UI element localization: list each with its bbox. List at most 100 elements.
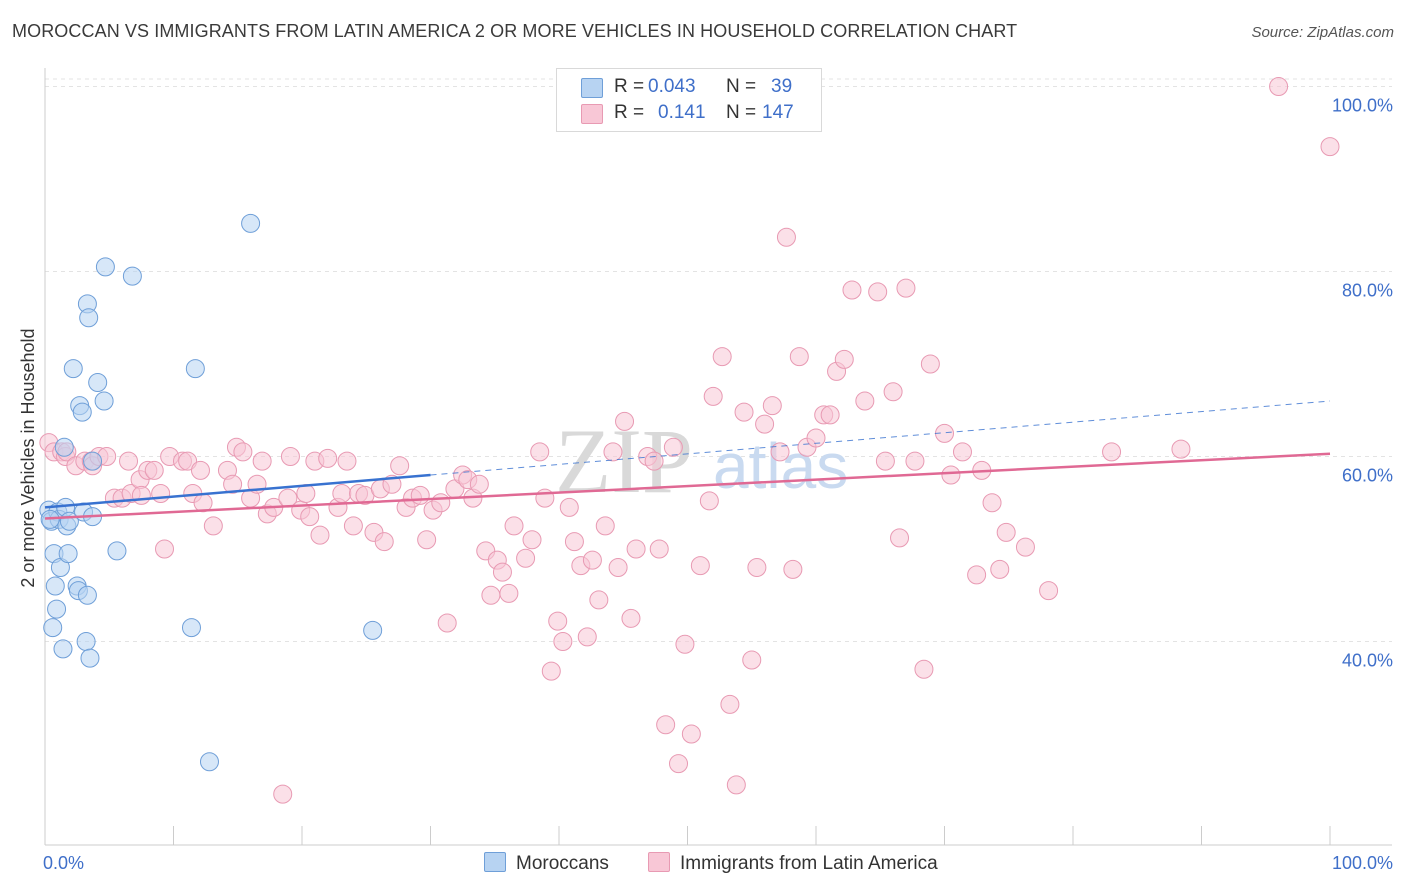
latin-point — [855, 391, 875, 411]
latin-point — [431, 493, 451, 513]
latin-point — [675, 634, 695, 654]
latin-point — [492, 562, 512, 582]
source-label: Source: ZipAtlas.com — [1251, 24, 1394, 41]
bottom-legend-latin-label: Immigrants from Latin America — [680, 853, 938, 874]
latin-point — [712, 347, 732, 367]
latin-point — [967, 565, 987, 585]
latin-point — [337, 451, 357, 471]
latin-point — [1320, 137, 1340, 157]
latin-point — [203, 516, 223, 536]
latin-point — [504, 516, 524, 536]
latin-point — [589, 590, 609, 610]
moroccan-point — [63, 359, 83, 379]
latin-point — [437, 613, 457, 633]
y-tick-label: 80.0% — [1342, 281, 1393, 301]
latin-point — [1171, 439, 1191, 459]
legend-r-label: R = — [614, 76, 645, 97]
moroccan-point — [43, 618, 63, 638]
latin-point — [273, 784, 293, 804]
latin-point — [656, 715, 676, 735]
latin-point — [131, 485, 151, 505]
latin-point — [669, 754, 689, 774]
latin-point — [564, 532, 584, 552]
label-layer: 40.0% 60.0% 80.0% 100.0% 0.0% 100.0% 2 or more… — [18, 96, 1393, 874]
latin-point — [469, 474, 489, 494]
latin-point — [374, 532, 394, 552]
latin-point — [559, 497, 579, 517]
legend-swatch-moroccan — [581, 78, 603, 98]
correlation-legend: R = 0.043 N = 39 R = 0.141 N = 147 — [556, 68, 822, 132]
y-tick-label: 40.0% — [1342, 651, 1393, 671]
moroccan-point — [199, 752, 219, 772]
bottom-swatch-moroccan — [484, 852, 506, 872]
latin-point — [626, 539, 646, 559]
latin-point — [982, 493, 1002, 513]
moroccan-trend-extension — [430, 400, 1331, 476]
latin-point — [690, 556, 710, 576]
bottom-legend-moroccan[interactable]: Moroccans — [484, 852, 609, 875]
legend-n-label: N = — [726, 76, 757, 97]
latin-trend-line — [44, 452, 1331, 520]
moroccan-point — [45, 576, 65, 596]
latin-point — [410, 485, 430, 505]
latin-point — [699, 491, 719, 511]
legend-swatch-latin — [581, 104, 603, 124]
latin-point — [595, 516, 615, 536]
latin-point — [890, 528, 910, 548]
moroccan-points — [39, 213, 383, 772]
latin-point — [896, 278, 916, 298]
latin-point — [952, 442, 972, 462]
latin-point — [332, 484, 352, 503]
latin-point — [1015, 537, 1035, 557]
latin-point — [820, 405, 840, 425]
latin-point — [776, 227, 796, 247]
latin-point — [280, 447, 300, 466]
latin-point — [914, 659, 934, 679]
latin-point — [742, 650, 762, 670]
legend-n-moroccan: 39 — [771, 76, 793, 97]
latin-point — [755, 414, 775, 434]
moroccan-point — [88, 373, 108, 392]
latin-point — [875, 451, 895, 471]
latin-point — [621, 608, 641, 628]
latin-point — [747, 558, 767, 577]
moroccan-point — [363, 620, 383, 640]
latin-point — [868, 282, 888, 302]
latin-point — [834, 349, 854, 369]
latin-point — [223, 474, 243, 494]
y-tick-label: 100.0% — [1332, 96, 1393, 116]
latin-point — [608, 558, 628, 577]
latin-point — [144, 460, 164, 480]
moroccan-point — [53, 639, 73, 659]
latin-point — [582, 550, 602, 570]
moroccan-point — [241, 213, 261, 233]
latin-point — [178, 451, 198, 471]
moroccan-point — [94, 391, 114, 411]
latin-point — [155, 539, 175, 559]
latin-point — [762, 396, 782, 416]
trend-layer — [44, 400, 1331, 520]
legend-r-label: R = — [614, 102, 645, 123]
x-tick-label-min: 0.0% — [43, 853, 84, 873]
latin-point — [541, 661, 561, 681]
latin-point — [644, 451, 664, 471]
latin-point — [703, 386, 723, 406]
latin-point — [783, 559, 803, 579]
latin-point — [883, 382, 903, 402]
chart-title: MOROCCAN VS IMMIGRANTS FROM LATIN AMERIC… — [12, 21, 1018, 41]
latin-point — [522, 530, 542, 550]
latin-point — [905, 451, 925, 471]
latin-point — [1039, 581, 1059, 601]
latin-point — [734, 402, 754, 422]
axis-layer — [44, 68, 1392, 846]
latin-point — [300, 507, 320, 527]
moroccan-point — [77, 585, 97, 605]
moroccan-point — [76, 632, 96, 651]
moroccan-point — [181, 618, 201, 638]
moroccan-point — [72, 402, 92, 422]
latin-point — [615, 411, 635, 431]
latin-point — [720, 694, 740, 714]
bottom-legend-latin[interactable]: Immigrants from Latin America — [648, 852, 938, 875]
latin-point — [1102, 442, 1122, 462]
latin-point — [318, 448, 338, 468]
